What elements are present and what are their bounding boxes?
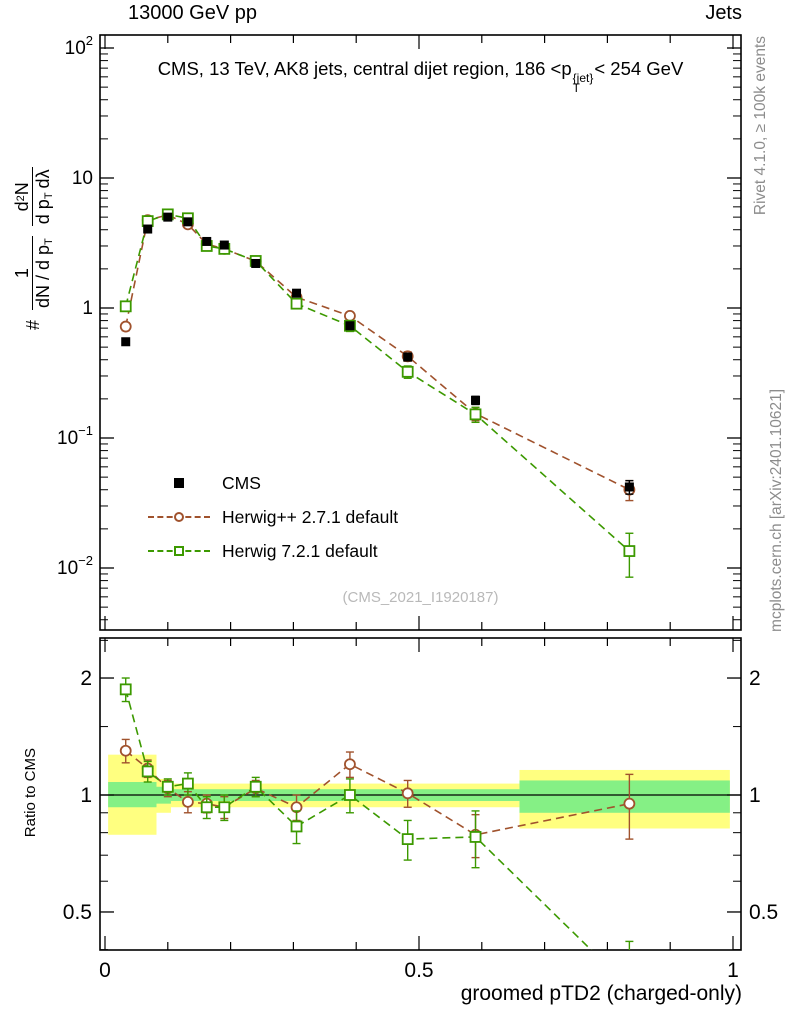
main-series: [119, 208, 636, 578]
plot-title-prefix: CMS, 13 TeV, AK8 jets, central dijet reg…: [157, 58, 562, 79]
legend-item-cms: CMS: [148, 470, 398, 496]
legend-label-herwig7: Herwig 7.2.1 default: [222, 540, 378, 561]
y-tick-label-main: 1: [82, 298, 93, 319]
analysis-group-label: Jets: [705, 2, 742, 24]
legend-item-herwigpp: Herwig++ 2.7.1 default: [148, 504, 398, 530]
open-square-icon: [174, 546, 184, 556]
filled-square-icon: [174, 478, 184, 488]
fraction-d2n-over-dpt-dlambda: d2N d pTdλ: [12, 167, 56, 227]
ratio-panel-frame: [99, 637, 742, 951]
x-axis-title: groomed pTD2 (charged-only): [460, 982, 742, 1005]
legend: CMS Herwig++ 2.7.1 default Herwig 7.2.1 …: [148, 470, 398, 564]
hash-symbol: #: [23, 319, 44, 330]
ratio-tick-label-left: 0.5: [63, 901, 92, 924]
ratio-tick-label-left: 2: [80, 667, 92, 690]
ratio-series: [119, 677, 636, 950]
legend-item-herwig7: Herwig 7.2.1 default: [148, 538, 398, 564]
ratio-tick-label-right: 2: [749, 667, 761, 690]
y-tick-label-main: 10−1: [57, 423, 93, 449]
ratio-tick-label-right: 0.5: [749, 901, 778, 924]
x-tick-label: 1: [727, 959, 739, 982]
x-tick-label: 0.5: [404, 959, 433, 982]
plot-title-suffix: < 254 GeV: [594, 58, 684, 79]
plot-title: CMS, 13 TeV, AK8 jets, central dijet reg…: [102, 58, 739, 95]
y-tick-label-main: 10: [72, 168, 93, 189]
legend-label-herwigpp: Herwig++ 2.7.1 default: [222, 506, 399, 527]
analysis-id-watermark: (CMS_2021_I1920187): [342, 589, 499, 606]
herwig7-marker-swatch: [148, 542, 210, 560]
y-axis-title-main: # 1 dN / d pT d2N d pTdλ: [12, 167, 56, 330]
x-tick-label: 0: [99, 959, 111, 982]
pt-symbol: p: [561, 58, 572, 79]
y-tick-label-main: 102: [65, 33, 93, 59]
pt-superscript: {jet}: [572, 71, 594, 85]
pt-sup-sub-stack: {jet} T: [572, 71, 594, 95]
fraction-one-over-dn-dpt: 1 dN / d pT: [12, 236, 56, 310]
y-axis-title-ratio: Ratio to CMS: [22, 748, 39, 838]
rivet-version-label: Rivet 4.1.0, ≥ 100k events: [752, 36, 769, 216]
ratio-tick-label-right: 1: [749, 784, 761, 807]
beam-energy-label: 13000 GeV pp: [128, 2, 257, 24]
main-panel-frame: [99, 34, 742, 631]
y-tick-label-main: 10−2: [57, 553, 93, 579]
open-circle-icon: [174, 512, 184, 522]
legend-label-cms: CMS: [222, 472, 261, 493]
herwigpp-marker-swatch: [148, 508, 210, 526]
pt-subscript: T: [572, 81, 580, 95]
cms-marker-swatch: [148, 474, 210, 492]
ratio-tick-label-left: 1: [80, 784, 92, 807]
mcplots-attribution-label: mcplots.cern.ch [arXiv:2401.10621]: [768, 389, 785, 632]
